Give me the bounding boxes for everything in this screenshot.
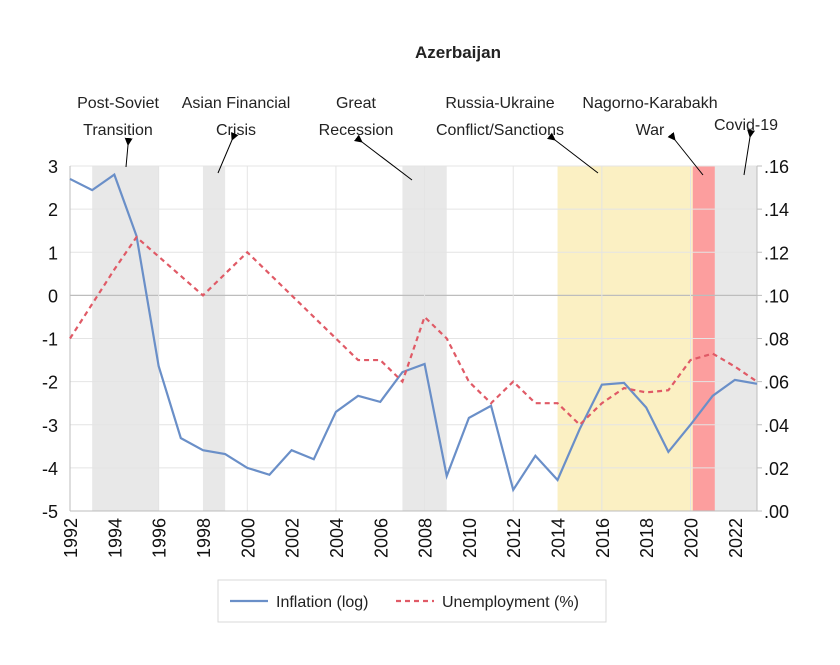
annotation-arrow [354, 134, 413, 181]
series-line-unemployment [69, 235, 758, 427]
y-tick-right: .06 [764, 373, 789, 393]
annotation-label: Conflict/Sanctions [436, 122, 564, 139]
x-tick: 2018 [637, 518, 657, 558]
x-tick: 2008 [416, 518, 436, 558]
x-tick: 2012 [504, 518, 524, 558]
x-tick: 2002 [283, 518, 303, 558]
annotation-label: Great [336, 95, 377, 112]
y-tick-left: 0 [48, 286, 58, 306]
y-tick-right: .02 [764, 459, 789, 479]
x-tick: 1996 [150, 518, 170, 558]
x-tick: 2016 [593, 518, 613, 558]
y-tick-left: -2 [42, 373, 58, 393]
annotation-arrow [217, 131, 239, 174]
x-tick: 2010 [460, 518, 480, 558]
y-tick-left: 2 [48, 200, 58, 220]
y-tick-right: .12 [764, 243, 789, 263]
y-tick-left: 1 [48, 243, 58, 263]
y-tick-right: .16 [764, 157, 789, 177]
y-tick-right: .00 [764, 502, 789, 522]
annotation-arrow [743, 129, 756, 176]
chart-title: Azerbaijan [415, 43, 501, 62]
series-line-inflation [69, 172, 758, 493]
y-tick-left: -1 [42, 330, 58, 350]
y-tick-right: .14 [764, 200, 789, 220]
x-tick: 2022 [726, 518, 746, 558]
y-tick-left: 3 [48, 157, 58, 177]
annotation-label: Transition [83, 122, 153, 139]
annotation-label: Asian Financial [182, 95, 291, 112]
annotation-label: Crisis [216, 122, 256, 139]
x-tick: 2014 [549, 518, 569, 558]
annotation-label: Nagorno-Karabakh [582, 95, 717, 112]
annotation-label: Covid-19 [714, 117, 778, 134]
y-tick-right: .04 [764, 416, 789, 436]
annotation-arrow [547, 132, 599, 174]
x-tick: 2020 [682, 518, 702, 558]
x-tick: 2006 [371, 518, 391, 558]
y-tick-right: .08 [764, 330, 789, 350]
legend-box [217, 579, 607, 623]
x-tick: 2000 [238, 518, 258, 558]
annotation-label: War [636, 122, 665, 139]
annotation-arrow [124, 137, 133, 168]
y-tick-left: -5 [42, 502, 58, 522]
legend-label-inflation: Inflation (log) [276, 594, 369, 611]
x-tick: 1992 [61, 518, 81, 558]
annotation-arrow [667, 132, 704, 176]
legend-label-unemployment: Unemployment (%) [442, 594, 579, 611]
y-tick-left: -3 [42, 416, 58, 436]
annotation-label: Recession [319, 122, 394, 139]
x-tick: 2004 [327, 518, 347, 558]
annotation-label: Russia-Ukraine [445, 95, 554, 112]
y-tick-right: .10 [764, 286, 789, 306]
y-tick-left: -4 [42, 459, 58, 479]
x-tick: 1998 [194, 518, 214, 558]
x-tick: 1994 [105, 518, 125, 558]
annotation-label: Post-Soviet [77, 95, 159, 112]
